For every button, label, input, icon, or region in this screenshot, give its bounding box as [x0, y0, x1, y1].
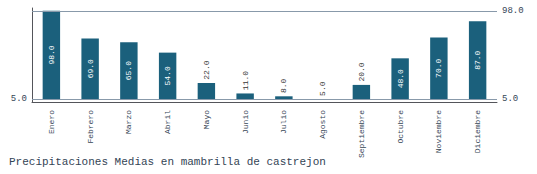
svg-text:5.0: 5.0 — [318, 81, 327, 96]
svg-text:22.0: 22.0 — [202, 60, 211, 79]
svg-text:Enero: Enero — [47, 110, 56, 134]
svg-text:70.0: 70.0 — [434, 58, 443, 77]
svg-text:Diciembre: Diciembre — [473, 110, 482, 153]
svg-text:Abril: Abril — [163, 110, 172, 134]
svg-text:5.0: 5.0 — [502, 94, 518, 104]
svg-text:Octubre: Octubre — [396, 110, 405, 144]
svg-text:69.0: 69.0 — [86, 59, 95, 78]
svg-text:20.0: 20.0 — [357, 62, 366, 81]
svg-text:48.0: 48.0 — [396, 69, 405, 88]
svg-text:11.0: 11.0 — [241, 71, 250, 90]
svg-text:Febrero: Febrero — [86, 110, 95, 144]
svg-text:Agosto: Agosto — [318, 110, 327, 139]
svg-text:54.0: 54.0 — [163, 66, 172, 85]
svg-text:65.0: 65.0 — [124, 61, 133, 80]
svg-text:Septiembre: Septiembre — [357, 110, 366, 158]
svg-text:8.0: 8.0 — [279, 78, 288, 93]
svg-text:5.0: 5.0 — [11, 94, 27, 104]
svg-text:Junio: Junio — [241, 110, 250, 134]
svg-text:Mayo: Mayo — [202, 110, 211, 129]
svg-text:Precipitaciones Medias en mamb: Precipitaciones Medias en mambrilla de c… — [9, 156, 326, 168]
svg-text:Marzo: Marzo — [124, 110, 133, 134]
svg-text:98.0: 98.0 — [502, 6, 524, 16]
svg-text:Noviembre: Noviembre — [434, 110, 443, 153]
svg-text:98.0: 98.0 — [47, 45, 56, 64]
svg-text:Julio: Julio — [279, 110, 288, 134]
svg-text:87.0: 87.0 — [473, 50, 482, 69]
